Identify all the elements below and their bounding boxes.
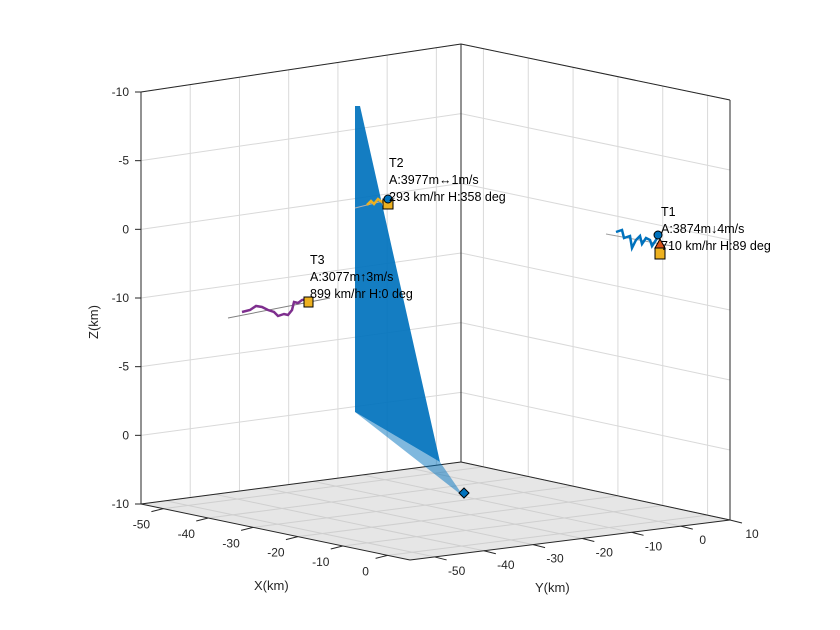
y-tick-label: 10 <box>745 527 759 541</box>
z-tick-label: 0 <box>122 428 129 442</box>
track-altitude-rate: A:3874m↓4m/s <box>661 222 744 236</box>
radar-marker <box>458 487 470 499</box>
x-tick <box>330 545 343 550</box>
y-gridline <box>214 493 484 552</box>
x-tick <box>375 554 388 559</box>
t1-triangle-marker <box>654 237 666 249</box>
t1-track <box>615 228 660 252</box>
track-label: T3 <box>310 253 325 267</box>
y-tick <box>680 525 693 530</box>
track-altitude-rate: A:3977m↔1m/s <box>389 173 479 187</box>
z-tick-label: -10 <box>112 497 130 511</box>
x-tick-label: -50 <box>133 518 151 532</box>
y-tick <box>582 537 595 542</box>
z-tick-label: -10 <box>112 85 130 99</box>
track-speed-heading: 899 km/hr H:0 deg <box>310 287 413 301</box>
box-top-edge <box>140 43 731 101</box>
x-tick-label: 0 <box>362 564 369 578</box>
y-tick <box>483 550 496 555</box>
box-edge <box>409 519 731 561</box>
x-gridline <box>387 514 708 556</box>
t3-square-marker <box>303 296 314 308</box>
x-gridline <box>163 466 484 510</box>
y-tick <box>729 519 743 524</box>
x-tick-label: -20 <box>267 546 285 560</box>
track-label: T1 <box>661 205 676 219</box>
floor <box>141 462 730 560</box>
z-gridline <box>140 43 731 101</box>
t3-track <box>241 297 309 318</box>
z-gridline <box>140 252 731 311</box>
y-gridline <box>313 480 583 539</box>
box-edge <box>460 461 731 521</box>
track-altitude-rate: A:3077m↑3m/s <box>310 270 393 284</box>
y-gridline <box>411 467 681 527</box>
z-tick-label: 0 <box>122 222 129 236</box>
x-tick <box>240 526 254 531</box>
x-tick <box>285 536 299 541</box>
x-tick <box>151 508 164 513</box>
z-gridline <box>140 391 731 451</box>
track-speed-heading: 293 km/hr H:358 deg <box>389 190 506 204</box>
track-label: T2 <box>389 156 404 170</box>
y-tick <box>434 556 447 561</box>
x-gridline <box>208 476 529 519</box>
y-tick-label: -50 <box>448 564 466 578</box>
x-axis-label: X(km) <box>254 578 289 593</box>
t1-circle-marker <box>653 230 663 240</box>
y-gridline <box>263 487 534 546</box>
z-tick-label: -5 <box>118 154 129 168</box>
x-gridline <box>342 505 663 547</box>
box-edge <box>140 503 411 561</box>
z-gridline <box>140 322 731 381</box>
y-gridline <box>165 500 435 558</box>
x-tick-label: -30 <box>222 536 240 550</box>
z-gridline <box>140 113 731 171</box>
radar-beam-plane <box>355 106 440 462</box>
t2-circle-marker <box>383 194 393 204</box>
track-speed-heading: 710 km/hr H:89 deg <box>661 239 771 253</box>
y-axis-label: Y(km) <box>535 580 570 595</box>
z-tick-label: -10 <box>112 291 130 305</box>
y-tick-label: -20 <box>596 545 614 559</box>
x-gridline <box>297 495 618 538</box>
radar-beam-lower <box>355 412 464 497</box>
x-tick-label: -10 <box>312 555 330 569</box>
y-gridline <box>362 474 632 533</box>
box-edge <box>140 461 462 505</box>
y-tick-label: -10 <box>645 539 663 553</box>
y-tick-label: 0 <box>699 533 706 547</box>
y-tick <box>532 544 546 549</box>
x-tick <box>196 517 209 522</box>
y-tick <box>631 531 644 536</box>
z-tick-label: -5 <box>118 360 129 374</box>
x-gridline <box>253 485 574 528</box>
y-tick-label: -30 <box>546 552 564 566</box>
y-tick-label: -40 <box>497 558 515 572</box>
z-axis-label: Z(km) <box>86 305 101 339</box>
x-tick-label: -40 <box>178 527 196 541</box>
